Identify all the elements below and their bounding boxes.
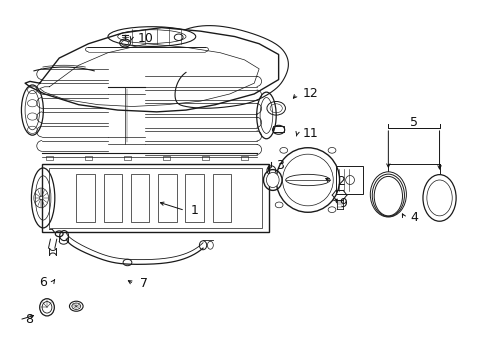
Bar (103, 174, 122, 222)
Bar (272, 126, 284, 132)
Text: 2: 2 (336, 175, 345, 188)
Bar (336, 166, 363, 194)
Bar (201, 156, 209, 160)
Bar (49, 168, 261, 228)
Text: 12: 12 (303, 87, 318, 100)
Text: 1: 1 (190, 204, 198, 217)
Bar (42, 164, 268, 232)
Bar (162, 156, 170, 160)
Text: 8: 8 (25, 313, 33, 327)
Text: 5: 5 (409, 116, 417, 129)
Bar (76, 174, 95, 222)
Text: 10: 10 (137, 32, 153, 45)
Text: 11: 11 (303, 127, 318, 140)
Bar (185, 174, 203, 222)
Text: 7: 7 (140, 278, 147, 291)
Bar (131, 174, 149, 222)
Bar (123, 156, 131, 160)
Bar (240, 156, 248, 160)
Bar (212, 174, 231, 222)
Ellipse shape (40, 196, 42, 200)
Text: 9: 9 (339, 197, 347, 210)
Text: 3: 3 (276, 159, 284, 172)
Bar (45, 156, 53, 160)
Bar (158, 174, 176, 222)
Ellipse shape (266, 172, 279, 188)
Text: 6: 6 (39, 276, 47, 289)
Text: 4: 4 (409, 211, 417, 224)
Bar (84, 156, 92, 160)
